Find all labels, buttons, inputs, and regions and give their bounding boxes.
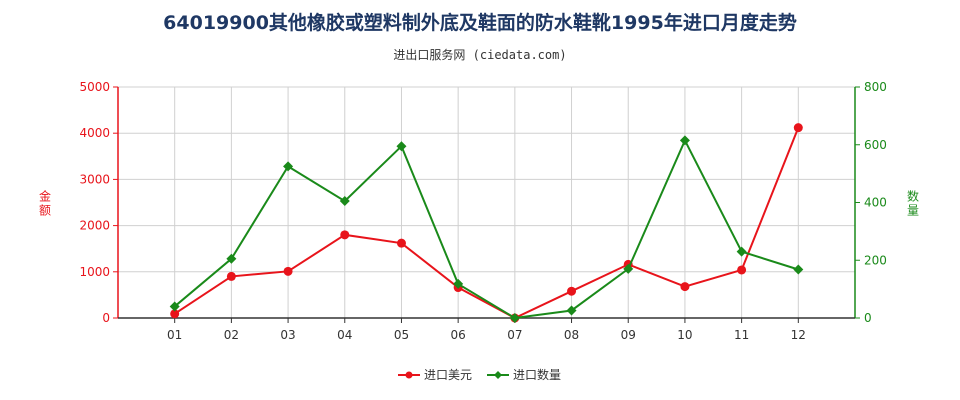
data-point-usd — [396, 238, 406, 248]
grid-lines — [117, 86, 856, 319]
x-tick-label: 12 — [791, 328, 806, 342]
series-group — [169, 123, 804, 323]
x-tick-label: 01 — [167, 328, 182, 342]
data-point-usd — [226, 271, 236, 281]
x-tick-label: 05 — [394, 328, 409, 342]
legend-marker — [405, 371, 413, 379]
data-point-quantity — [169, 301, 180, 312]
series-line-2 — [174, 138, 799, 320]
data-point-quantity — [226, 253, 237, 264]
data-point-usd — [567, 286, 577, 296]
y-right-tick-label: 200 — [864, 253, 887, 267]
data-point-quantity — [566, 305, 577, 316]
data-point-quantity — [453, 278, 464, 289]
x-tick-label: 11 — [734, 328, 749, 342]
data-point-quantity — [509, 313, 520, 323]
x-tick-label: 09 — [621, 328, 636, 342]
plot-frame — [117, 86, 856, 319]
data-point-quantity — [679, 135, 690, 146]
data-point-quantity — [396, 141, 407, 152]
x-tick-label: 02 — [224, 328, 239, 342]
x-tick-label: 08 — [564, 328, 579, 342]
x-tick-label: 04 — [337, 328, 352, 342]
y-left-tick-label: 5000 — [79, 80, 110, 94]
data-point-quantity — [623, 263, 634, 274]
y-left-axis-label: 额 — [39, 204, 51, 218]
series-line-1 — [174, 127, 800, 320]
y-left-axis-label: 金 — [39, 189, 51, 204]
x-tick-label: 07 — [507, 328, 522, 342]
data-point-quantity — [283, 161, 294, 172]
y-right-tick-label: 800 — [864, 80, 887, 94]
y-right-tick-label: 400 — [864, 196, 887, 210]
data-point-usd — [340, 230, 350, 240]
data-point-usd — [793, 123, 803, 133]
data-point-quantity — [736, 246, 747, 257]
y-left-tick-label: 4000 — [79, 126, 110, 140]
chart-subtitle: 进出口服务网 (ciedata.com) — [393, 48, 567, 62]
legend: 进口美元 进口数量 — [398, 367, 561, 382]
data-point-quantity — [339, 196, 350, 207]
data-point-usd — [680, 282, 690, 292]
legend-marker — [494, 371, 502, 379]
y-left-tick-label: 2000 — [79, 219, 110, 233]
y-left-tick-label: 0 — [102, 311, 110, 325]
chart-title: 64019900其他橡胶或塑料制外底及鞋面的防水鞋靴1995年进口月度走势 — [163, 12, 797, 34]
y-left-tick-label: 3000 — [79, 172, 110, 186]
y-right-axis-label: 数 — [907, 189, 919, 204]
legend-item-usd: 进口美元 — [398, 368, 472, 382]
data-point-usd — [283, 266, 293, 276]
data-point-quantity — [793, 264, 804, 275]
x-tick-label: 06 — [451, 328, 466, 342]
y-right-tick-label: 0 — [864, 311, 872, 325]
data-point-usd — [737, 265, 747, 275]
x-tick-label: 03 — [280, 328, 295, 342]
axes: 0 1000 2000 3000 4000 5000 0 200 400 600 800 01 02 03… — [39, 80, 919, 342]
x-tick-label: 10 — [677, 328, 692, 342]
legend-label: 进口数量 — [513, 367, 561, 382]
legend-label: 进口美元 — [424, 368, 472, 382]
y-right-tick-label: 600 — [864, 138, 887, 152]
y-left-tick-label: 1000 — [79, 265, 110, 279]
y-right-axis-label: 量 — [907, 204, 919, 218]
data-point-usd — [170, 309, 180, 319]
legend-item-quantity: 进口数量 — [487, 367, 561, 382]
